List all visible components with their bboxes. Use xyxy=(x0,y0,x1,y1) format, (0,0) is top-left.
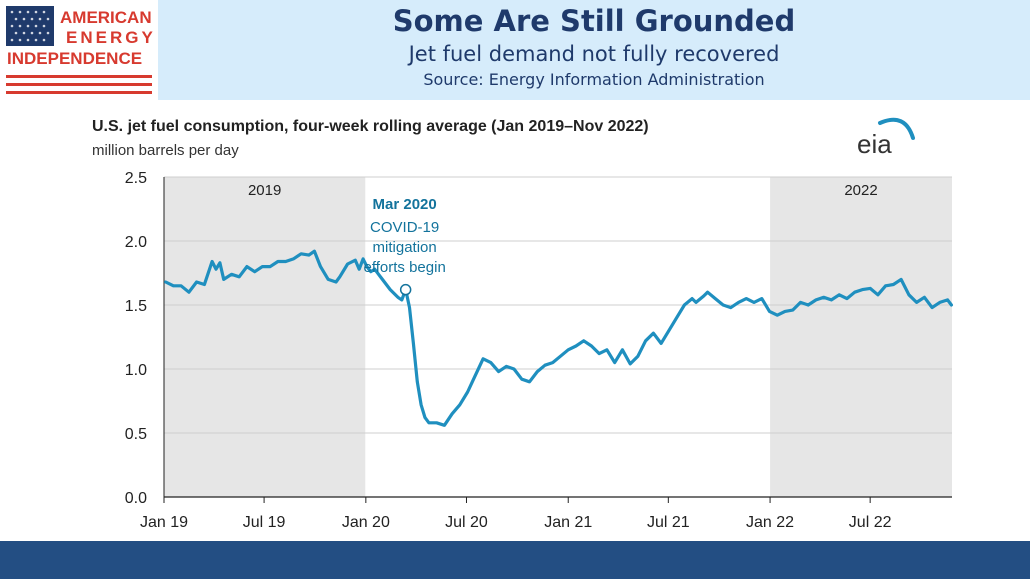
annotation-marker xyxy=(399,283,412,296)
series-line-layer xyxy=(164,249,954,427)
eia-logo: eia xyxy=(857,117,915,159)
annotation-line: mitigation xyxy=(373,239,437,256)
x-tick-label: Jan 20 xyxy=(342,514,390,531)
chart-title: U.S. jet fuel consumption, four-week rol… xyxy=(92,118,649,135)
eia-brand-text: eia xyxy=(857,129,892,159)
shaded-period xyxy=(164,177,366,497)
x-tick-label: Jul 22 xyxy=(849,514,892,531)
annotation-line: COVID-19 xyxy=(370,219,439,236)
x-tick-label: Jan 21 xyxy=(544,514,592,531)
gridlines: 0.0 0.5 1.0 1.5 2.0 2.5 xyxy=(125,170,952,507)
header-banner: AMERICAN ENERGY INDEPENDENCE Some Are St… xyxy=(0,0,1030,100)
shaded-period xyxy=(770,177,952,497)
annotation-layer: Mar 2020 COVID-19 mitigation efforts begin xyxy=(364,196,446,296)
flag-logo-icon: AMERICAN ENERGY INDEPENDENCE xyxy=(6,6,156,94)
x-tick-label: Jul 21 xyxy=(647,514,690,531)
x-tick-label: Jul 20 xyxy=(445,514,488,531)
annotation-title: Mar 2020 xyxy=(373,196,437,213)
footer-bar xyxy=(0,541,1030,579)
y-tick-label: 1.0 xyxy=(125,362,147,379)
y-tick-label: 2.0 xyxy=(125,234,147,251)
slide-title: Some Are Still Grounded xyxy=(392,4,796,38)
jet-fuel-chart: 2019 2022 0.0 0.5 1.0 1.5 2.0 2.5 Jan 19 Jul 19… xyxy=(92,117,954,531)
y-tick-label: 0.5 xyxy=(125,426,147,443)
series-line xyxy=(164,249,954,427)
x-tick-label: Jul 19 xyxy=(243,514,286,531)
logo-line-2: ENERGY xyxy=(66,28,156,47)
shaded-period-label: 2019 xyxy=(248,182,281,199)
logo: AMERICAN ENERGY INDEPENDENCE xyxy=(0,0,158,100)
annotation-line: efforts begin xyxy=(364,259,446,276)
logo-line-1: AMERICAN xyxy=(60,8,152,27)
shaded-period-label: 2022 xyxy=(844,182,877,199)
shaded-periods: 2019 2022 xyxy=(164,177,952,497)
chart-subtitle: million barrels per day xyxy=(92,142,239,159)
y-tick-label: 1.5 xyxy=(125,298,147,315)
axes: Jan 19 Jul 19 Jan 20 Jul 20 Jan 21 Jul 21 Jan … xyxy=(140,177,952,531)
x-tick-label: Jan 22 xyxy=(746,514,794,531)
y-tick-label: 2.5 xyxy=(125,170,147,187)
logo-line-3: INDEPENDENCE xyxy=(7,49,142,68)
slide-source: Source: Energy Information Administratio… xyxy=(423,70,765,89)
x-tick-label: Jan 19 xyxy=(140,514,188,531)
y-tick-label: 0.0 xyxy=(125,490,147,507)
slide-subtitle: Jet fuel demand not fully recovered xyxy=(408,42,780,66)
